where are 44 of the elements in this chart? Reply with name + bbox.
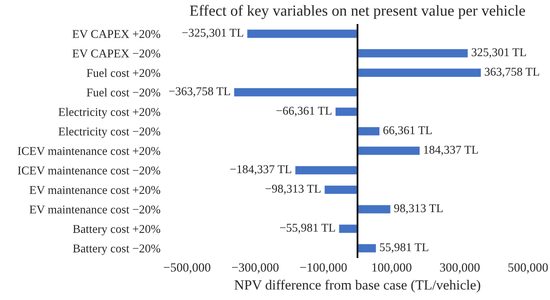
bar	[356, 204, 392, 215]
data-label: 66,361 TL	[383, 126, 432, 136]
data-label: 363,758 TL	[484, 68, 540, 78]
x-tick-label: 500,000	[508, 263, 548, 274]
y-tick-label: Battery cost +20%	[72, 224, 160, 236]
bar	[246, 28, 358, 40]
data-label: 184,337 TL	[424, 146, 478, 156]
y-tick-label: EV maintenance cost +20%	[30, 186, 160, 194]
bar	[356, 67, 482, 78]
bar	[334, 106, 358, 118]
data-label: −184,337 TL	[230, 165, 292, 175]
bar	[356, 48, 470, 59]
y-tick-label: EV CAPEX +20%	[72, 30, 160, 38]
y-tick-label: Fuel cost −20%	[86, 88, 160, 96]
x-tick-label: 100,000	[372, 263, 412, 274]
y-tick-label: Electricity cost +20%	[58, 108, 160, 118]
data-label: −55,981 TL	[280, 224, 335, 234]
y-tick-label: Battery cost −20%	[72, 244, 160, 255]
data-label: −66,361 TL	[276, 106, 332, 116]
y-tick-label: Fuel cost +20%	[86, 68, 160, 77]
bar	[338, 223, 358, 234]
bar	[232, 86, 358, 98]
y-tick-label: EV maintenance cost −20%	[30, 205, 160, 214]
x-tick-label: −100,000	[300, 263, 347, 274]
data-label: 325,301 TL	[472, 48, 526, 58]
y-tick-label: ICEV maintenance cost +20%	[18, 146, 160, 156]
x-tick-label: −300,000	[232, 263, 279, 274]
data-label: −98,313 TL	[266, 184, 321, 194]
data-label: 55,981 TL	[380, 243, 428, 253]
x-tick-label: −500,000	[164, 263, 210, 274]
data-label: −325,301 TL	[182, 28, 244, 38]
y-tick-label: Electricity cost −20%	[58, 127, 160, 138]
x-tick-label: 300,000	[440, 263, 480, 274]
bar	[356, 242, 378, 254]
data-label: 98,313 TL	[394, 204, 443, 214]
x-axis-title: NPV difference from base case (TL/vehicle)	[234, 280, 480, 292]
bar	[294, 164, 358, 176]
bar	[356, 126, 381, 137]
data-label: −363,758 TL	[169, 87, 230, 97]
y-tick-label: ICEV maintenance cost −20%	[18, 166, 160, 175]
bar	[356, 145, 422, 156]
y-tick-label: EV CAPEX −20%	[72, 49, 160, 58]
bar	[323, 184, 358, 196]
chart-title: Effect of key variables on net present value per vehicle	[190, 4, 526, 19]
